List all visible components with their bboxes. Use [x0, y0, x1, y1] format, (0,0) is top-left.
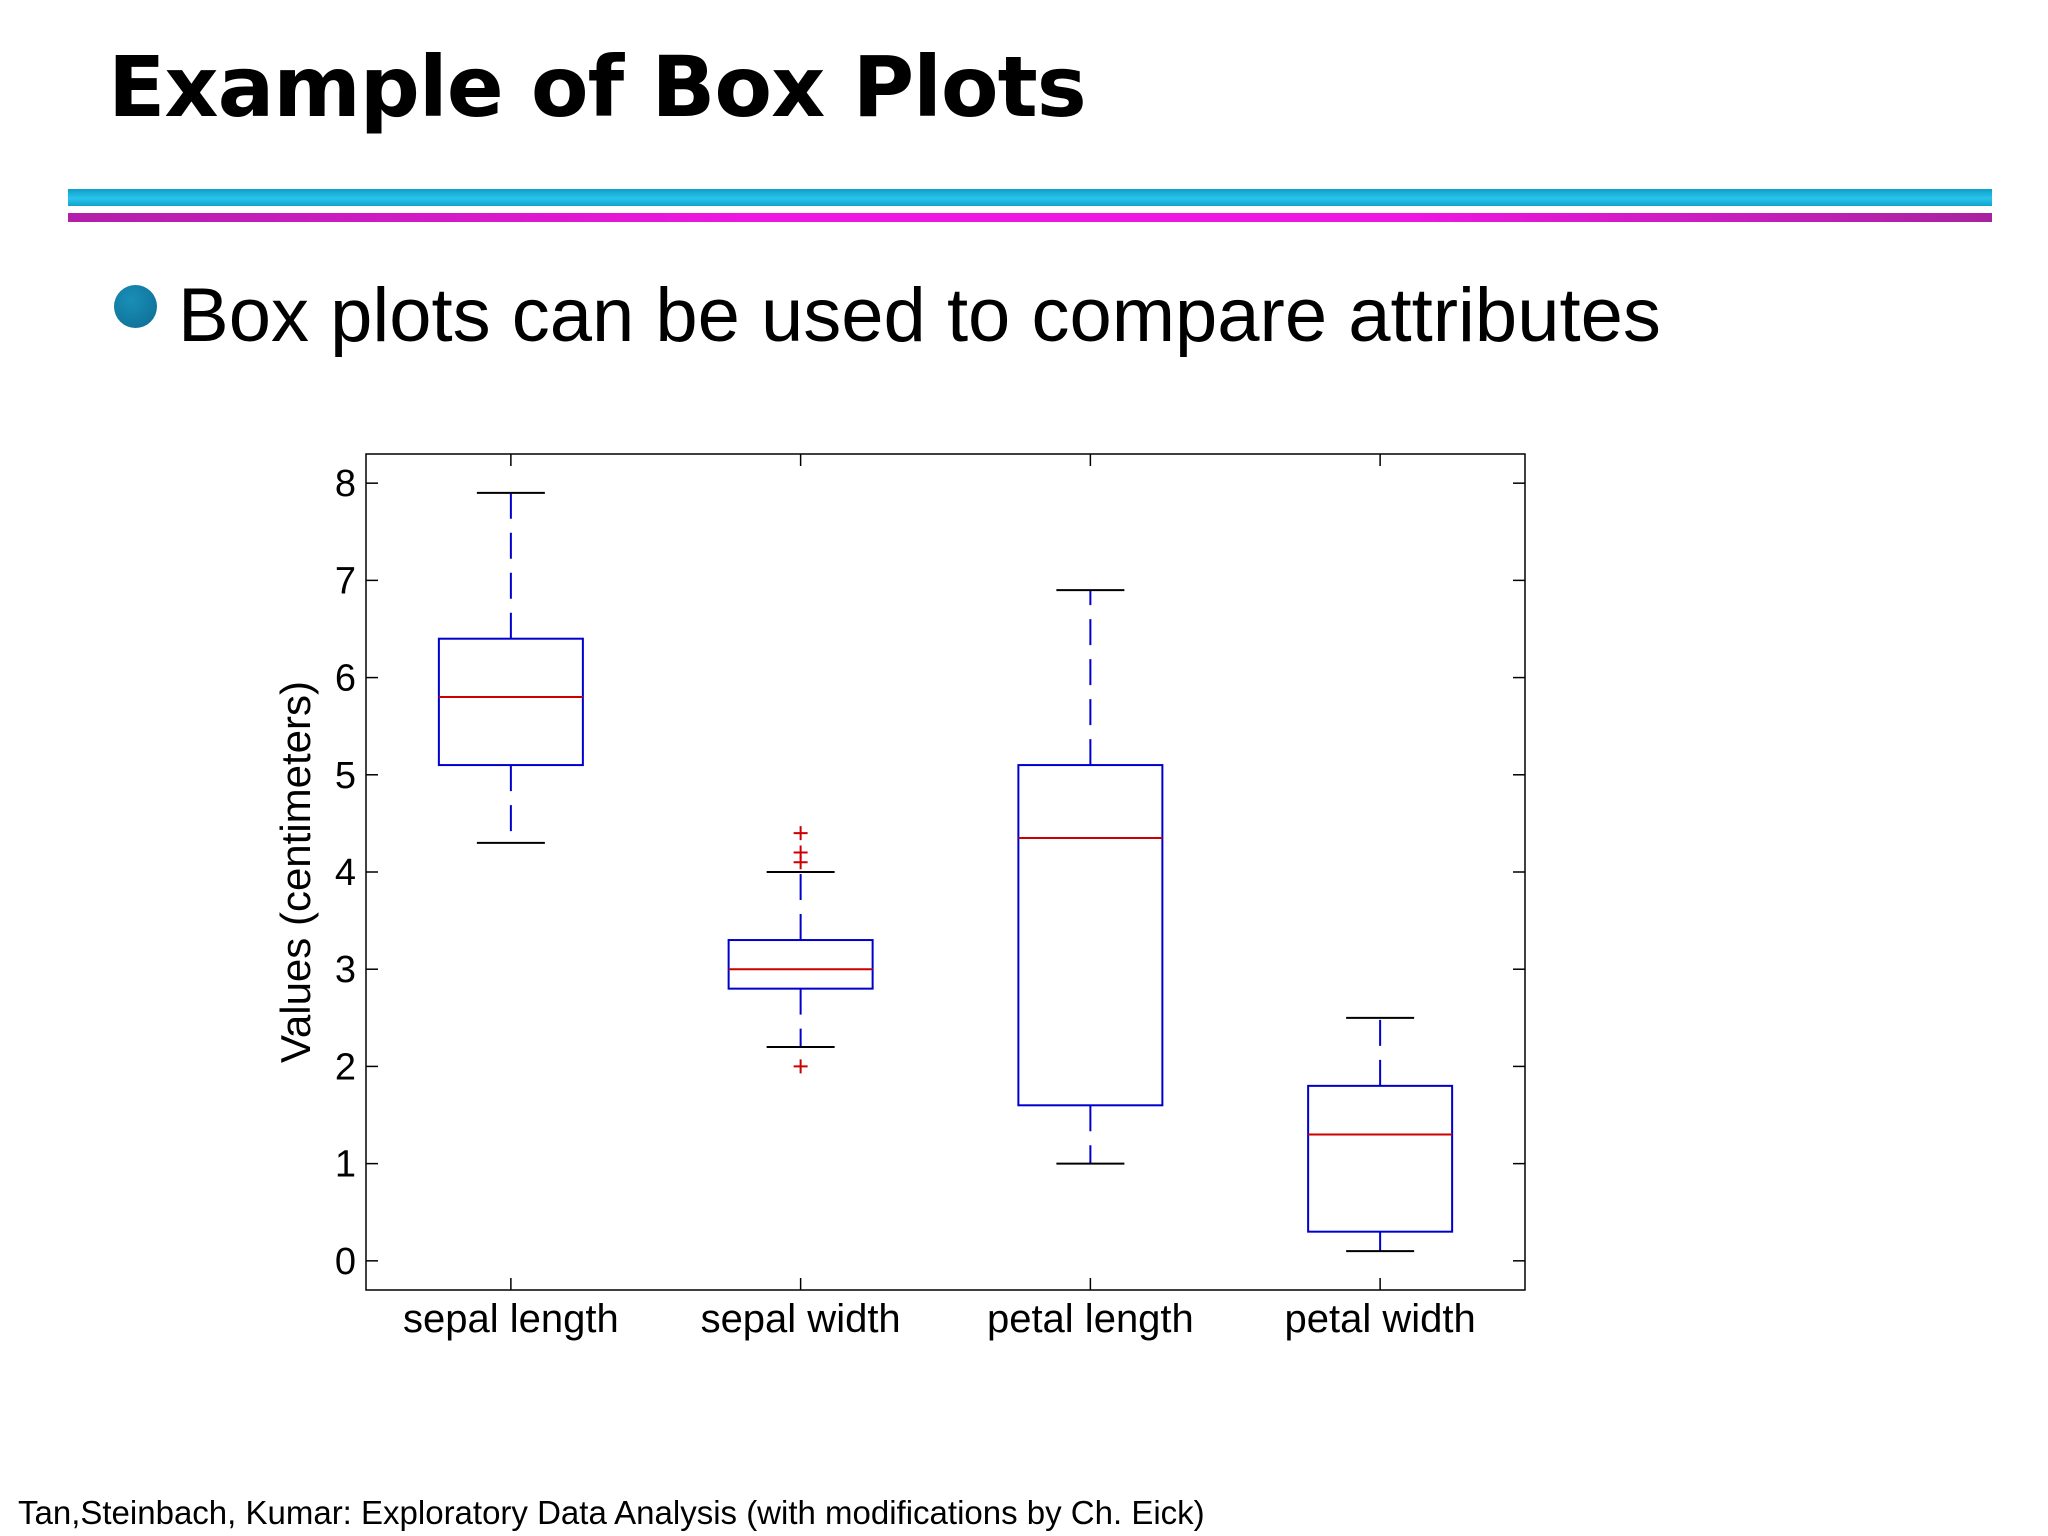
outlier-sepal-width [793, 826, 808, 841]
x-tick-label: petal length [987, 1297, 1194, 1341]
y-tick-label: 7 [335, 560, 356, 602]
slide-title: Example of Box Plots [108, 38, 1087, 136]
y-tick-label: 3 [335, 949, 356, 991]
y-tick-label: 4 [335, 852, 356, 894]
y-tick-label: 2 [335, 1046, 356, 1088]
box-petal-width [1307, 1084, 1454, 1233]
box-sepal-length [437, 637, 584, 767]
outlier-sepal-width [793, 1059, 808, 1074]
y-tick-label: 8 [335, 463, 356, 505]
outlier-sepal-width [793, 845, 808, 860]
y-tick-label: 0 [335, 1241, 356, 1283]
bullet-text: Box plots can be used to compare attribu… [178, 273, 1661, 358]
x-tick-label: sepal length [403, 1297, 619, 1341]
x-tick-label: sepal width [701, 1297, 901, 1341]
title-rule-cyan [68, 189, 1992, 206]
footer-citation: Tan,Steinbach, Kumar: Exploratory Data A… [18, 1494, 1205, 1531]
y-tick-label: 1 [335, 1144, 356, 1186]
bullet-dot-icon [114, 285, 157, 328]
y-axis-label: Values (centimeters) [272, 681, 319, 1063]
x-tick-label: petal width [1285, 1297, 1476, 1341]
title-rule-magenta [68, 213, 1992, 222]
box-petal-length [1017, 764, 1164, 1107]
y-tick-label: 5 [335, 755, 356, 797]
box-sepal-width [727, 939, 874, 990]
y-tick-label: 6 [335, 658, 356, 700]
